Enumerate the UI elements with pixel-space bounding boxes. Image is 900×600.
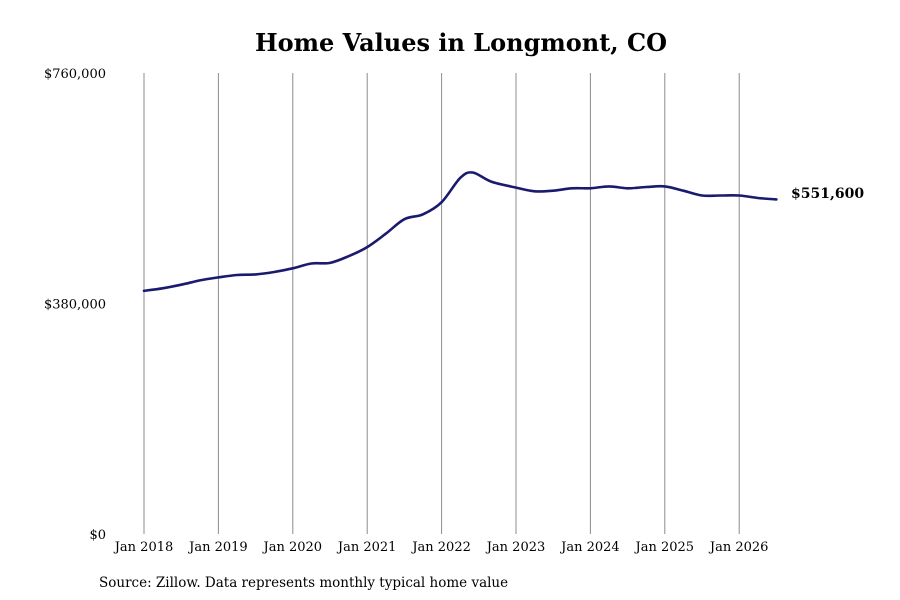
- home-value-line: [142, 171, 778, 293]
- chart-title: Home Values in Longmont, CO: [255, 28, 667, 57]
- x-tick-label: Jan 2022: [410, 540, 471, 555]
- x-axis-ticks: Jan 2018 Jan 2019 Jan 2020 Jan 2021 Jan 2022…: [113, 540, 769, 555]
- x-tick-label: Jan 2025: [634, 540, 695, 555]
- x-tick-label: Jan 2021: [336, 540, 397, 555]
- latest-value-label: $551,600: [791, 186, 864, 202]
- y-tick-label: $380,000: [44, 298, 106, 313]
- source-note: Source: Zillow. Data represents monthly …: [99, 575, 508, 591]
- y-axis-ticks: $0 $380,000 $760,000: [44, 67, 106, 543]
- x-tick-label: Jan 2019: [187, 540, 248, 555]
- x-tick-label: Jan 2020: [262, 540, 323, 555]
- gridlines: [143, 73, 740, 534]
- x-tick-label: Jan 2026: [708, 540, 769, 555]
- y-tick-label: $760,000: [44, 67, 106, 82]
- x-tick-label: Jan 2018: [113, 540, 174, 555]
- y-tick-label: $0: [89, 528, 106, 543]
- x-tick-label: Jan 2024: [559, 540, 620, 555]
- x-tick-label: Jan 2023: [485, 540, 546, 555]
